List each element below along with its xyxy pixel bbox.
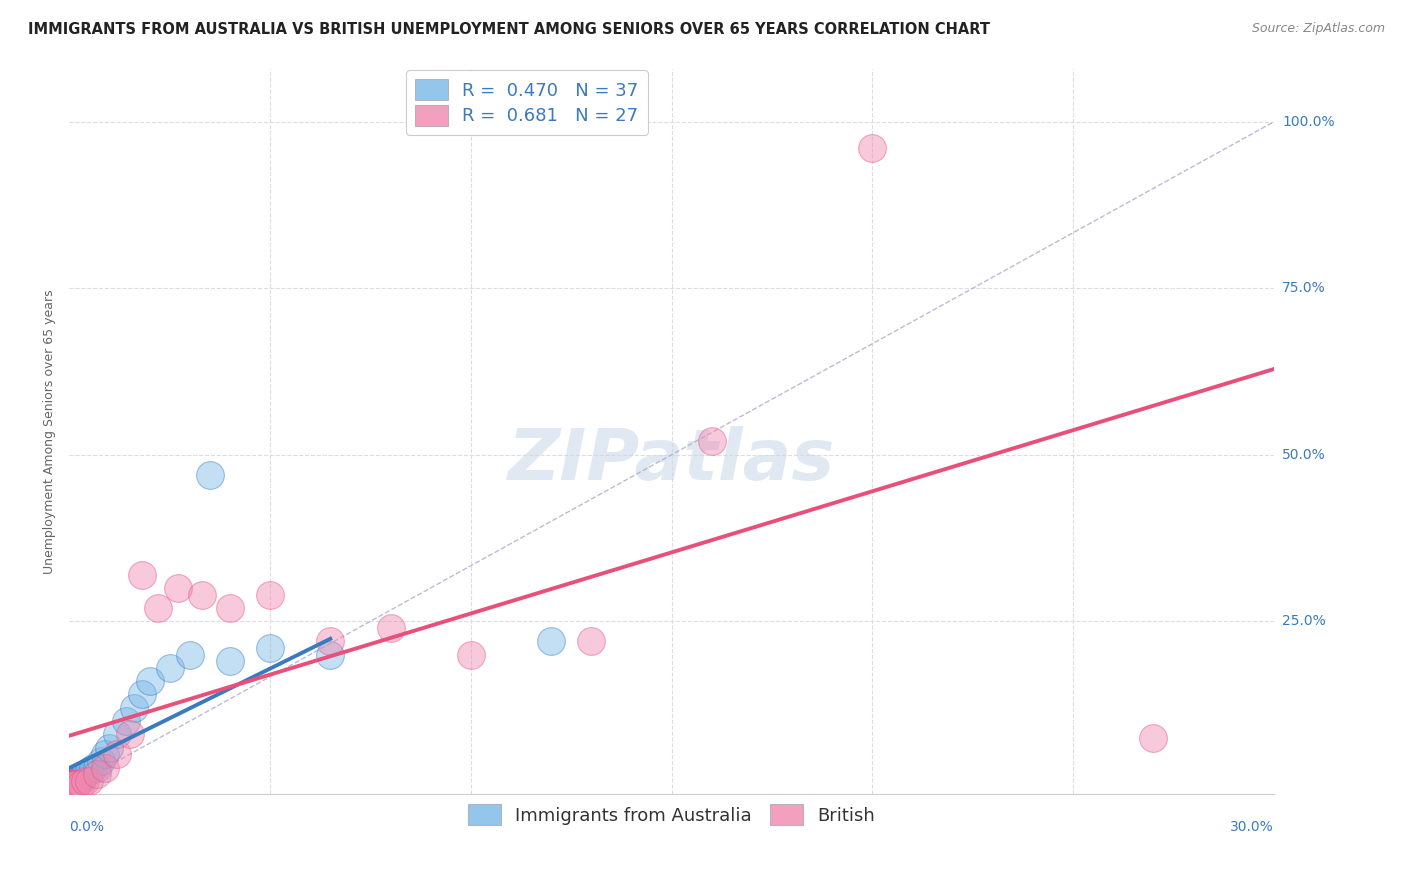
Text: 100.0%: 100.0% [1282, 115, 1334, 128]
Point [219, 654, 242, 668]
Point [138, 674, 160, 689]
Point [65, 777, 87, 791]
Point [94, 747, 117, 762]
Point [122, 700, 145, 714]
Point [380, 621, 402, 635]
Point [107, 727, 129, 741]
Point [63, 777, 86, 791]
Point [259, 640, 281, 655]
Point [66, 777, 89, 791]
Point [63, 777, 86, 791]
Text: 25.0%: 25.0% [1282, 615, 1326, 628]
Point [62, 777, 84, 791]
Point [65, 777, 87, 791]
Point [60, 777, 83, 791]
Point [79, 774, 101, 789]
Point [67, 774, 90, 789]
Point [191, 588, 214, 602]
Text: 50.0%: 50.0% [1282, 448, 1326, 462]
Point [259, 588, 281, 602]
Point [219, 601, 242, 615]
Text: 30.0%: 30.0% [1230, 820, 1274, 834]
Text: IMMIGRANTS FROM AUSTRALIA VS BRITISH UNEMPLOYMENT AMONG SENIORS OVER 65 YEARS CO: IMMIGRANTS FROM AUSTRALIA VS BRITISH UNE… [28, 22, 990, 37]
Point [69, 774, 91, 789]
Point [114, 714, 136, 728]
Text: Source: ZipAtlas.com: Source: ZipAtlas.com [1251, 22, 1385, 36]
Point [75, 767, 97, 781]
Point [59, 777, 82, 791]
Point [82, 761, 104, 775]
Point [319, 648, 342, 662]
Point [131, 688, 153, 702]
Point [60, 777, 83, 791]
Point [581, 634, 603, 648]
Point [62, 777, 84, 791]
Text: 0.0%: 0.0% [69, 820, 104, 834]
Point [107, 747, 129, 762]
Point [59, 777, 82, 791]
Point [860, 141, 883, 155]
Point [66, 777, 89, 791]
Point [319, 634, 342, 648]
Point [118, 727, 141, 741]
Point [65, 777, 87, 791]
Y-axis label: Unemployment Among Seniors over 65 years: Unemployment Among Seniors over 65 years [44, 289, 56, 574]
Point [98, 740, 121, 755]
Point [146, 601, 169, 615]
Point [460, 648, 482, 662]
Point [1142, 731, 1164, 745]
Point [60, 777, 83, 791]
Text: 75.0%: 75.0% [1282, 281, 1326, 295]
Point [62, 777, 84, 791]
Point [540, 634, 562, 648]
Point [72, 771, 94, 785]
Point [63, 777, 86, 791]
Point [60, 777, 83, 791]
Point [90, 754, 112, 768]
Point [75, 774, 97, 789]
Point [198, 467, 221, 482]
Point [70, 771, 93, 785]
Point [94, 761, 117, 775]
Point [59, 777, 82, 791]
Point [166, 581, 188, 595]
Point [86, 761, 108, 775]
Point [179, 648, 201, 662]
Point [159, 661, 181, 675]
Point [70, 777, 93, 791]
Point [86, 767, 108, 781]
Point [79, 764, 101, 778]
Text: ZIPatlas: ZIPatlas [508, 426, 835, 495]
Point [700, 434, 723, 449]
Point [67, 774, 90, 789]
Point [59, 777, 82, 791]
Point [131, 567, 153, 582]
Legend: Immigrants from Australia, British: Immigrants from Australia, British [461, 797, 882, 832]
Point [60, 777, 83, 791]
